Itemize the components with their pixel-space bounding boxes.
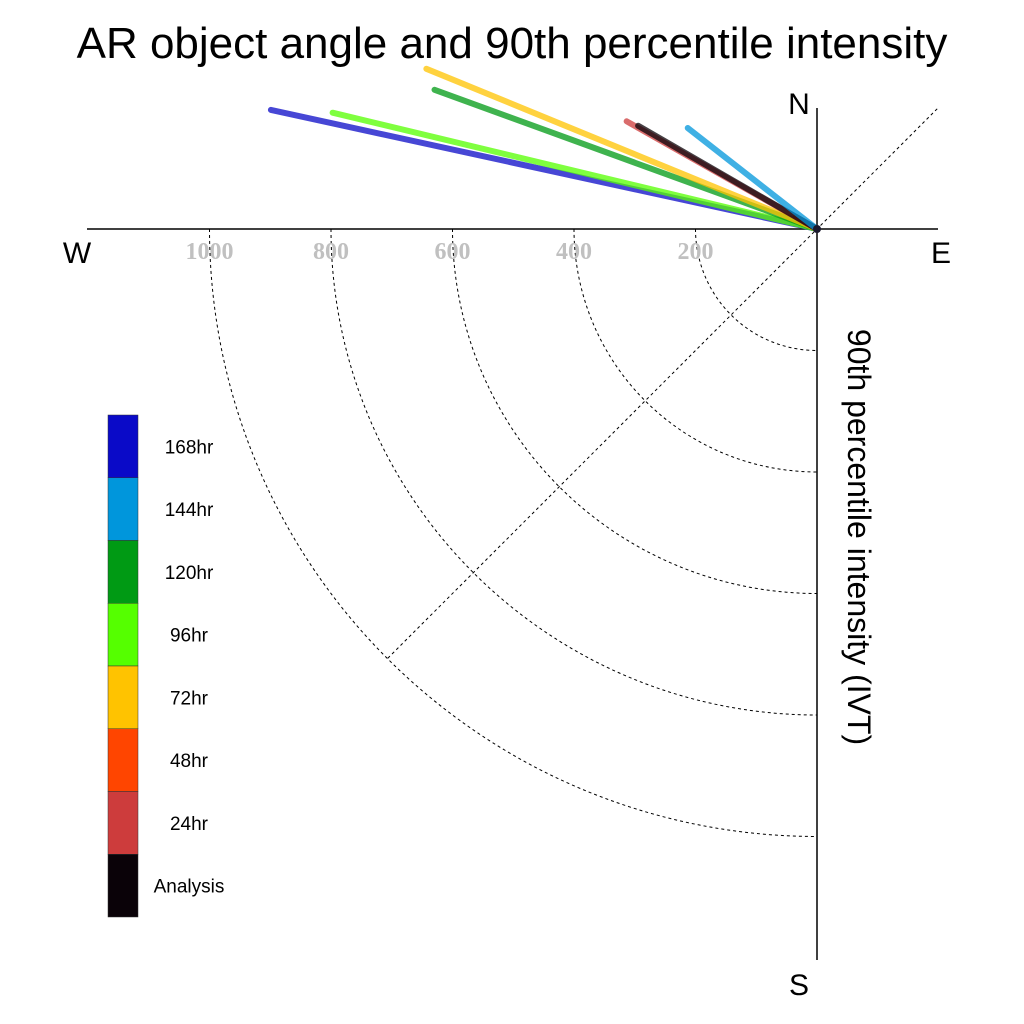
grid-arc-1000 bbox=[209, 228, 818, 837]
legend-swatch-96hr bbox=[107, 603, 139, 667]
tick-label-200: 200 bbox=[678, 239, 714, 265]
legend-label-120hr: 120hr bbox=[165, 563, 214, 584]
tick-label-400: 400 bbox=[556, 239, 592, 265]
compass-axes bbox=[87, 108, 938, 960]
series-line-144hr bbox=[684, 125, 820, 232]
chart-title: AR object angle and 90th percentile inte… bbox=[77, 19, 948, 68]
legend-swatch-168hr bbox=[107, 414, 139, 478]
legend: 168hr 144hr 120hr 96hr 72hr 48hr 24hr Analysis bbox=[107, 414, 225, 918]
compass-west-label: W bbox=[63, 237, 92, 270]
radial-tick-labels: 200 400 600 800 1000 bbox=[186, 239, 714, 265]
legend-label-analysis: Analysis bbox=[154, 877, 225, 898]
compass-south-label: S bbox=[789, 969, 809, 1002]
legend-swatch-24hr bbox=[107, 791, 139, 855]
legend-label-24hr: 24hr bbox=[170, 814, 209, 835]
grid-arc-600 bbox=[452, 228, 818, 594]
legend-swatch-120hr bbox=[107, 540, 139, 604]
legend-label-144hr: 144hr bbox=[165, 500, 214, 521]
grid-arc-400 bbox=[573, 228, 818, 473]
legend-swatch-144hr bbox=[107, 477, 139, 541]
legend-label-96hr: 96hr bbox=[170, 626, 209, 647]
legend-label-72hr: 72hr bbox=[170, 688, 209, 709]
legend-label-168hr: 168hr bbox=[165, 437, 214, 458]
tick-label-600: 600 bbox=[435, 239, 471, 265]
polar-grid bbox=[209, 108, 938, 837]
compass-north-label: N bbox=[788, 88, 810, 121]
series-line-96hr bbox=[329, 109, 820, 232]
legend-swatch-72hr bbox=[107, 665, 139, 729]
compass-east-label: E bbox=[931, 237, 951, 270]
series-lines bbox=[267, 65, 821, 233]
origin-marker bbox=[813, 225, 821, 233]
grid-arc-200 bbox=[695, 228, 818, 351]
legend-swatch-48hr bbox=[107, 728, 139, 792]
tick-label-800: 800 bbox=[313, 239, 349, 265]
series-line-analysis bbox=[635, 122, 820, 232]
y-axis-label: 90th percentile intensity (IVT) bbox=[841, 329, 877, 745]
tick-label-1000: 1000 bbox=[186, 239, 234, 265]
series-line-72hr bbox=[423, 65, 820, 232]
grid-arc-800 bbox=[330, 228, 818, 716]
legend-swatch-analysis bbox=[107, 854, 139, 918]
legend-label-48hr: 48hr bbox=[170, 751, 209, 772]
